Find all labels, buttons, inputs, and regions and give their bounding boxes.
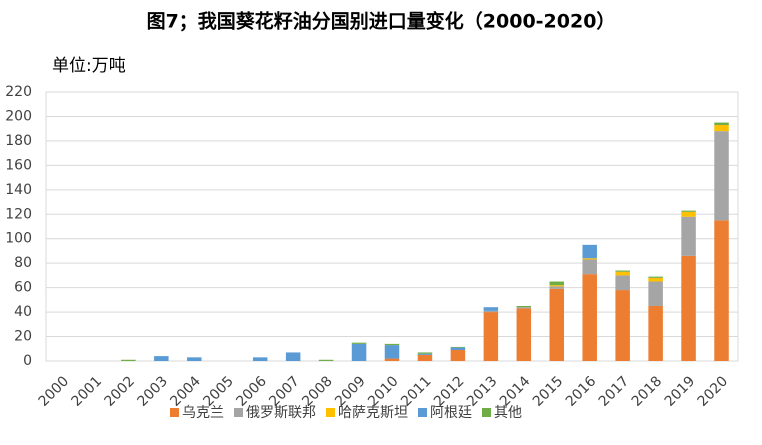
legend-label: 哈萨克斯坦 (338, 405, 408, 421)
legend-label: 阿根廷 (430, 405, 472, 421)
y-tick-label: 220 (5, 84, 32, 100)
x-tick-label: 2003 (134, 373, 171, 410)
bar-segment (384, 343, 400, 346)
x-tick-label: 2020 (695, 373, 732, 410)
y-tick-label: 40 (14, 304, 32, 320)
bar-segment (252, 357, 268, 361)
bar-segment (615, 290, 630, 361)
bar-segment (582, 274, 597, 361)
bar-segment (516, 305, 532, 308)
bar-segment (450, 346, 466, 348)
bar-segment (318, 359, 334, 361)
bar-segment (417, 352, 433, 354)
x-tick-label: 2001 (69, 373, 106, 410)
bar-segment (648, 281, 663, 306)
bar-segment (549, 281, 565, 286)
y-tick-label: 100 (5, 231, 32, 247)
bar-segment (450, 347, 466, 350)
bar-segment (384, 358, 400, 361)
chart-title: 图7；我国葵花籽油分国别进口量变化（2000-2020） (147, 10, 616, 33)
x-tick-label: 2018 (629, 373, 666, 410)
y-tick-label: 180 (5, 133, 32, 149)
bar-segment (154, 356, 169, 361)
y-tick-label: 0 (23, 353, 32, 369)
bar-segment (549, 286, 565, 289)
y-tick-label: 120 (5, 206, 32, 222)
bar-segment (681, 210, 696, 212)
plot-area (45, 91, 739, 362)
bar-segment (615, 275, 630, 291)
bar-segment (384, 345, 400, 359)
bar-segment (285, 352, 301, 361)
bar-segment (582, 259, 597, 275)
x-tick-label: 2000 (36, 373, 73, 410)
bar-segment (516, 308, 532, 361)
legend-swatch (418, 408, 427, 417)
bar-segment (417, 354, 433, 361)
bar-segment (681, 211, 696, 217)
legend-swatch (482, 408, 491, 417)
y-tick-label: 140 (5, 182, 32, 198)
legend-swatch (170, 408, 179, 417)
bar-segment (417, 353, 433, 355)
x-tick-label: 2002 (102, 373, 139, 410)
bar-segment (121, 359, 136, 361)
x-tick-label: 2016 (563, 373, 600, 410)
bar-segment (483, 312, 499, 361)
bar-segment (450, 349, 466, 361)
y-tick-label: 80 (14, 255, 32, 271)
bar-segment (714, 131, 729, 221)
y-tick-label: 20 (14, 329, 32, 345)
bar-segment (681, 255, 696, 361)
bar-segment (483, 307, 499, 311)
bar-segment (582, 244, 597, 259)
unit-label: 单位:万吨 (52, 56, 126, 76)
legend-label: 其他 (494, 405, 522, 421)
bar-segment (615, 271, 630, 276)
x-tick-label: 2015 (530, 373, 567, 410)
bar-segment (351, 342, 367, 344)
y-tick-label: 200 (5, 108, 32, 124)
bar-segment (648, 277, 663, 282)
legend-label: 乌克兰 (182, 405, 224, 421)
bar-segment (549, 288, 565, 361)
x-tick-label: 2019 (662, 373, 699, 410)
bar-segment (516, 307, 532, 309)
bar-segment (648, 305, 663, 361)
bar-segment (714, 122, 729, 126)
bar-segment (582, 258, 597, 260)
bar-segment (549, 285, 565, 287)
legend-swatch (326, 408, 335, 417)
legend-swatch (234, 408, 243, 417)
bar-segment (648, 276, 663, 278)
bar-segment (615, 270, 630, 272)
bar-segment (714, 220, 729, 361)
x-tick-label: 2017 (596, 373, 633, 410)
legend-label: 俄罗斯联邦 (246, 405, 316, 421)
bar-segment (714, 125, 729, 132)
bar-segment (187, 357, 202, 361)
bar-segment (351, 343, 367, 361)
y-tick-label: 60 (14, 280, 32, 296)
bar-segment (681, 216, 696, 256)
y-tick-label: 160 (5, 157, 32, 173)
bar-segment (483, 310, 499, 313)
